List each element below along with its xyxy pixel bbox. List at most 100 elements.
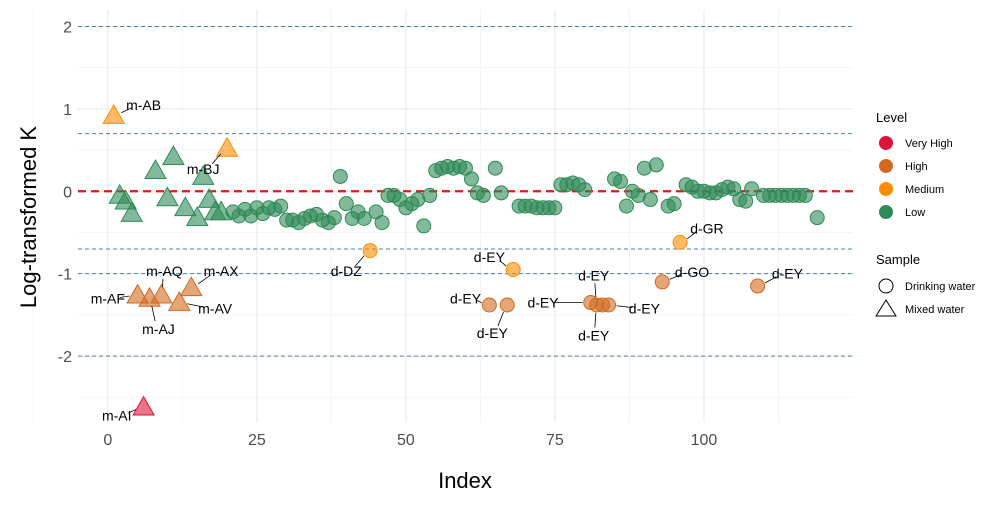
triangle-point xyxy=(162,145,185,166)
circle-point xyxy=(577,182,593,198)
annotation-leader-line xyxy=(497,311,504,327)
x-tick-label: 0 xyxy=(103,432,112,449)
annotation-leader-line xyxy=(594,312,597,328)
legend-level-label: Very High xyxy=(905,138,953,150)
annotation-leader-line xyxy=(355,255,365,267)
annotation-label: d-EY xyxy=(772,266,804,282)
annotation-label: m-AB xyxy=(126,97,161,113)
legend-sample-label: Drinking water xyxy=(905,281,976,293)
circle-point xyxy=(422,187,438,203)
circle-point xyxy=(648,157,664,173)
annotation-layer: m-AB m-BJ m-AQ m-AX m-AF m-AV m-AJ m-AI d-DZ d-EY… xyxy=(91,97,804,424)
annotation-label: m-AJ xyxy=(142,321,175,337)
circle-point xyxy=(654,274,670,290)
annotation-leader-line xyxy=(476,300,482,304)
annotation-label: d-EY xyxy=(578,327,610,343)
x-axis-title: Index xyxy=(438,468,492,493)
annotation-label: d-EY xyxy=(527,295,559,311)
annotation-label: d-EY xyxy=(578,267,610,283)
y-axis-title: Log-transformed K xyxy=(16,126,41,309)
annotation-leader-line xyxy=(128,409,137,414)
annotation-label: m-AI xyxy=(102,407,132,423)
legend-level-label: Low xyxy=(905,207,925,219)
annotation-label: m-AQ xyxy=(146,263,183,279)
circle-point xyxy=(374,215,390,231)
triangle-point xyxy=(132,395,155,416)
annotation-leader-line xyxy=(151,305,156,322)
annotation-leader-line xyxy=(198,274,211,285)
annotation-label: d-EY xyxy=(477,325,509,341)
circle-point xyxy=(809,210,825,226)
legend-level-swatch xyxy=(879,136,893,150)
legend-level-label: Medium xyxy=(905,184,944,196)
annotation-leader-line xyxy=(162,279,164,288)
axis-layer: Index Log-transformed K xyxy=(16,126,492,493)
circle-point xyxy=(463,171,479,187)
triangle-point xyxy=(167,291,191,311)
annotation-label: m-AV xyxy=(198,300,233,316)
y-tick-label: 0 xyxy=(63,184,72,201)
legend: Level Very High High Medium Low Sample Drin… xyxy=(875,110,976,317)
annotation-label: d-GO xyxy=(675,264,709,280)
triangle-point xyxy=(156,186,179,207)
reference-lines xyxy=(78,25,853,357)
circle-point xyxy=(642,192,658,208)
legend-sample-title: Sample xyxy=(876,252,920,267)
circle-point xyxy=(613,173,628,189)
legend-sample-swatch xyxy=(878,278,894,294)
legend-level-swatch xyxy=(879,205,893,219)
x-tick-label: 75 xyxy=(546,432,564,449)
annotation-label: m-AX xyxy=(204,263,240,279)
triangle-point xyxy=(102,103,126,124)
circle-point xyxy=(493,185,509,201)
legend-level-items: Very High High Medium Low xyxy=(879,136,953,219)
circle-point xyxy=(332,168,348,184)
annotation-leader-line xyxy=(211,153,222,165)
annotation-leader-line xyxy=(764,276,777,284)
legend-sample-items: Drinking water Mixed water xyxy=(875,278,976,317)
circle-point xyxy=(326,210,342,226)
annotation-leader-line xyxy=(686,231,697,239)
legend-level-swatch xyxy=(879,159,893,173)
grid-layer: 0 25 50 75 100 -2 -1 0 1 2 xyxy=(32,10,853,449)
triangle-point xyxy=(215,136,239,157)
circle-point xyxy=(499,297,515,313)
annotation-leader-line xyxy=(669,274,681,280)
annotation-label: d-EY xyxy=(450,290,482,306)
x-tick-label: 25 xyxy=(248,432,266,449)
circle-point xyxy=(672,234,688,250)
triangle-point xyxy=(144,159,167,180)
legend-sample-swatch xyxy=(875,299,897,317)
circle-point xyxy=(601,297,617,313)
annotation-leader-line xyxy=(499,260,507,267)
triangle-point xyxy=(150,283,173,304)
triangle-point xyxy=(191,164,215,185)
annotation-label: d-DZ xyxy=(331,263,363,279)
circle-point xyxy=(505,262,521,278)
triangle-point xyxy=(185,206,209,227)
legend-level-title: Level xyxy=(876,110,907,125)
circle-point xyxy=(750,278,766,294)
annotation-leader-line xyxy=(121,107,133,114)
circle-point xyxy=(338,196,354,212)
annotation-label: m-BJ xyxy=(187,161,220,177)
circle-point xyxy=(618,198,634,214)
circle-point xyxy=(744,181,760,197)
points-layer xyxy=(102,103,825,416)
legend-level-swatch xyxy=(879,182,893,196)
annotation-label: m-AF xyxy=(91,290,125,306)
circle-point xyxy=(356,210,372,226)
annotation-leader-line xyxy=(187,303,204,308)
circle-point xyxy=(475,187,491,203)
triangle-point xyxy=(120,202,144,222)
circle-point xyxy=(416,218,432,234)
circle-point xyxy=(487,160,503,176)
x-tick-label: 100 xyxy=(691,432,718,449)
annotation-label: d-EY xyxy=(474,249,506,265)
legend-sample-label: Mixed water xyxy=(905,304,965,316)
x-tick-label: 50 xyxy=(397,432,415,449)
circle-point xyxy=(666,196,682,212)
annotation-label: d-GR xyxy=(690,220,723,236)
